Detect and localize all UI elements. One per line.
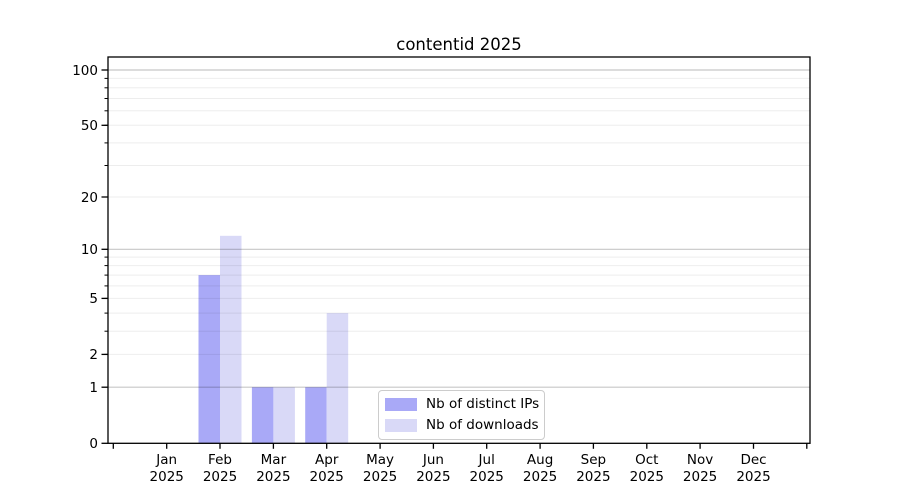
y-tick-label: 2 <box>89 347 98 363</box>
bar-feb-downloads <box>220 235 242 444</box>
x-tick-label-nov: Nov 2025 <box>683 452 717 485</box>
legend-swatch-downloads <box>385 419 417 432</box>
legend-swatch-distinct-ips <box>385 398 417 411</box>
x-tick-label-may: May 2025 <box>363 452 397 485</box>
y-tick-label: 0 <box>89 436 98 452</box>
chart-title: contentid 2025 <box>396 35 522 54</box>
x-tick-label-jun: Jun 2025 <box>416 452 450 485</box>
x-tick-label-apr: Apr 2025 <box>310 452 344 485</box>
legend-entry-downloads: Nb of downloads <box>385 417 539 434</box>
y-axis: 0 1 2 5 10 20 50 100 <box>72 63 108 452</box>
bar-apr-downloads <box>326 313 349 444</box>
x-tick-label-oct: Oct 2025 <box>630 452 664 485</box>
y-tick-label: 5 <box>89 291 98 307</box>
x-tick-label-jul: Jul 2025 <box>470 452 504 485</box>
x-axis: Jan 2025 Feb 2025 Mar 2025 Apr 2025 May 2025 Jun 20… <box>112 443 808 485</box>
y-tick-label: 1 <box>89 380 98 396</box>
bar-mar-downloads <box>273 387 295 444</box>
legend-label-distinct-ips: Nb of distinct IPs <box>426 396 540 412</box>
plot-border <box>107 56 811 444</box>
y-tick-label: 50 <box>81 118 98 134</box>
x-tick-label-feb: Feb 2025 <box>203 452 237 485</box>
legend-label-downloads: Nb of downloads <box>426 417 539 433</box>
y-tick-label: 10 <box>81 242 98 258</box>
bar-mar-distinct-ips <box>251 387 274 444</box>
x-tick-label-sep: Sep 2025 <box>576 452 610 485</box>
bar-feb-distinct-ips <box>198 275 220 444</box>
legend-entry-distinct-ips: Nb of distinct IPs <box>385 396 540 413</box>
x-tick-label-dec: Dec 2025 <box>736 452 770 485</box>
x-tick-label-mar: Mar 2025 <box>256 452 290 485</box>
bars <box>198 235 349 444</box>
legend: Nb of distinct IPs Nb of downloads <box>378 390 545 440</box>
y-tick-label: 100 <box>72 63 98 79</box>
x-tick-label-aug: Aug 2025 <box>523 452 557 485</box>
bar-apr-distinct-ips <box>305 387 327 444</box>
gridlines <box>108 69 810 388</box>
y-tick-label: 20 <box>81 190 98 206</box>
x-tick-label-jan: Jan 2025 <box>150 452 184 485</box>
